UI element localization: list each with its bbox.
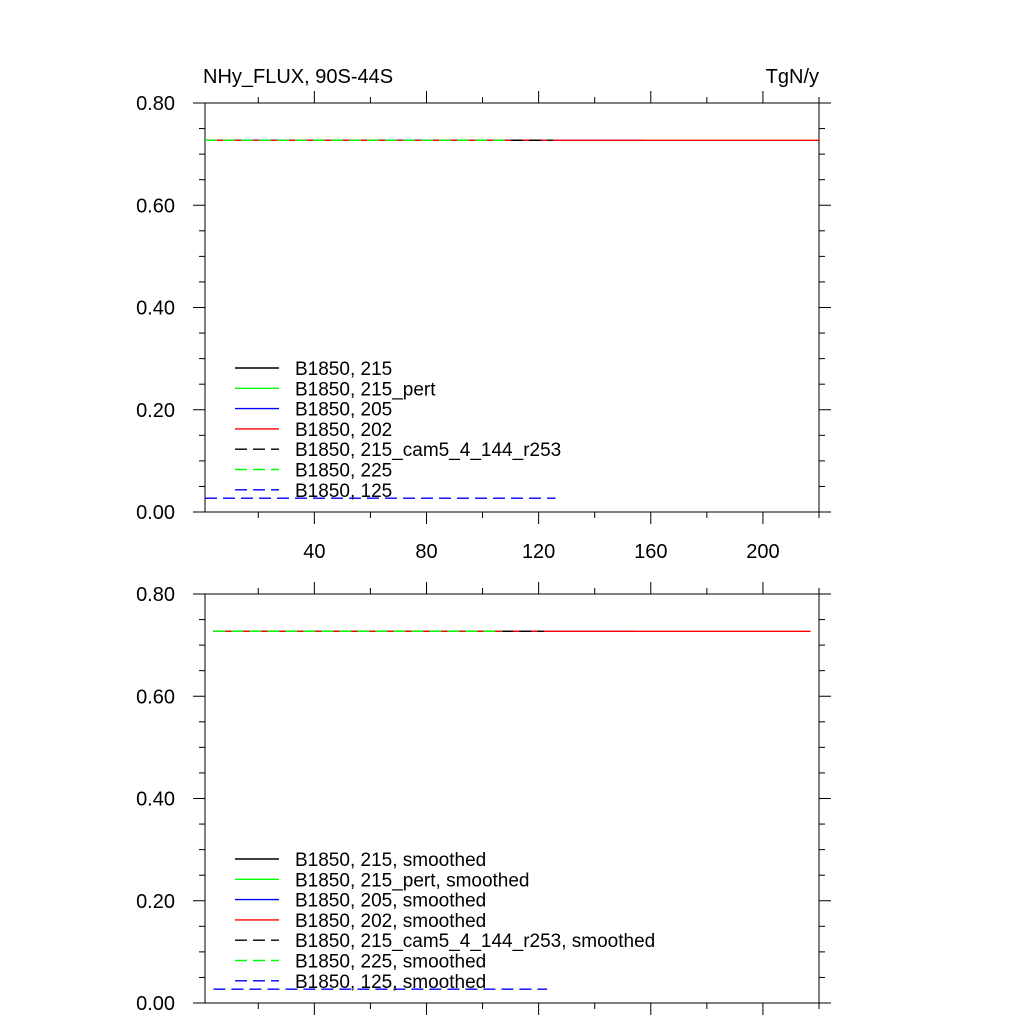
legend-label: B1850, 215_cam5_4_144_r253 — [295, 440, 561, 461]
y-tick-label: 0.60 — [136, 195, 175, 217]
x-tick-label: 160 — [634, 541, 667, 563]
y-tick-label: 0.40 — [136, 789, 175, 811]
legend-label: B1850, 125 — [295, 481, 392, 502]
x-tick-label: 120 — [522, 541, 555, 563]
y-tick-label: 0.20 — [136, 400, 175, 422]
legend-label: B1850, 215, smoothed — [295, 850, 486, 871]
x-tick-label: 80 — [415, 541, 437, 563]
legend-label: B1850, 205 — [295, 400, 392, 421]
chart-title: NHy_FLUX, 90S-44S — [203, 66, 393, 88]
x-tick-label: 200 — [746, 541, 779, 563]
chart-panel-1: 0.00 0.20 0.40 0.60 0.80 40 80 120 160 200 NHy_FLU… — [136, 66, 831, 563]
legend-label: B1850, 215_pert, smoothed — [295, 870, 530, 891]
y-tick-label: 0.60 — [136, 686, 175, 708]
y-tick-label: 0.40 — [136, 298, 175, 320]
legend-label: B1850, 225, smoothed — [295, 952, 486, 973]
legend-label: B1850, 215_cam5_4_144_r253, smoothed — [295, 931, 655, 952]
x-tick-label: 40 — [303, 541, 325, 563]
legend-label: B1850, 125, smoothed — [295, 972, 486, 993]
y-tick-label: 0.80 — [136, 93, 175, 115]
chart-panel-2: 0.00 0.20 0.40 0.60 0.80 B1850, 215, smoothed… — [136, 582, 831, 1015]
y-tick-label: 0.20 — [136, 891, 175, 913]
legend-label: B1850, 215_pert — [295, 379, 436, 400]
legend-label: B1850, 202, smoothed — [295, 911, 486, 932]
legend-label: B1850, 215 — [295, 359, 392, 380]
y-tick-label: 0.00 — [136, 502, 175, 524]
legend-label: B1850, 225 — [295, 461, 392, 482]
legend-label: B1850, 205, smoothed — [295, 891, 486, 912]
chart-units: TgN/y — [766, 66, 819, 88]
y-tick-label: 0.80 — [136, 584, 175, 606]
legend-label: B1850, 202 — [295, 420, 392, 441]
y-tick-label: 0.00 — [136, 993, 175, 1015]
